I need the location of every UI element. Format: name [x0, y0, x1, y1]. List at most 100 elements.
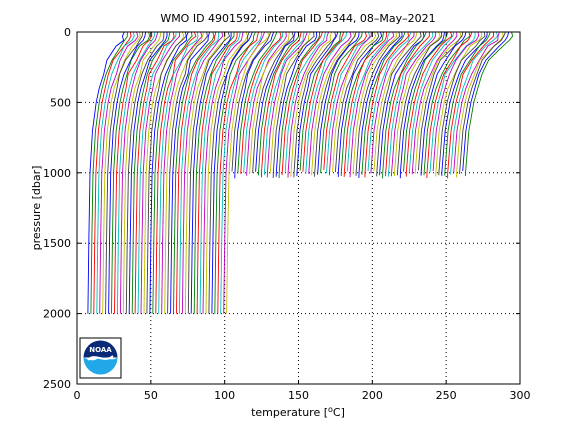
- logo-text: NOAA: [89, 346, 112, 354]
- temperature-profile-line: [290, 31, 333, 177]
- temperature-profile-line: [429, 31, 476, 173]
- temperature-profile-line: [314, 31, 357, 177]
- temperature-profile-line: [111, 31, 150, 314]
- temperature-profile-line: [435, 31, 483, 177]
- temperature-profile-line: [399, 31, 445, 179]
- temperature-profile-line: [226, 31, 270, 314]
- y-tick-label: 1500: [43, 237, 71, 250]
- x-tick-label: 150: [288, 389, 309, 402]
- x-tick-label: 50: [144, 389, 158, 402]
- temperature-profile-line: [193, 31, 235, 314]
- temperature-profile-line: [426, 31, 473, 179]
- temperature-profile-line: [190, 31, 232, 314]
- temperature-profile-line: [220, 31, 262, 314]
- temperature-profile-line: [96, 31, 135, 314]
- temperature-profile-line: [131, 31, 171, 314]
- x-axis-label-superscript: o: [328, 405, 333, 414]
- temperature-profile-line: [281, 31, 323, 176]
- temperature-profile-line: [122, 31, 162, 314]
- temperature-profile-line: [453, 31, 500, 174]
- temperature-profile-line: [420, 31, 467, 176]
- x-tick-label: 300: [510, 389, 531, 402]
- temperature-profile-line: [178, 31, 220, 314]
- temperature-profile-line: [305, 31, 348, 174]
- temperature-profile-line: [456, 31, 504, 178]
- temperature-profile-line: [87, 31, 125, 314]
- temperature-profile-line: [237, 31, 278, 174]
- temperature-profile-line: [152, 31, 193, 314]
- temperature-profile-line: [287, 31, 330, 178]
- temperature-profile-line: [176, 31, 217, 314]
- temperature-profile-line: [108, 31, 147, 314]
- temperature-profile-line: [167, 31, 208, 314]
- temperature-profile-line: [119, 31, 159, 314]
- temperature-profile-line: [252, 31, 294, 173]
- temperature-profile-line: [164, 31, 205, 314]
- logo-gull-icon: [87, 355, 114, 361]
- temperature-profile-line: [432, 31, 479, 172]
- temperature-profile-line: [231, 31, 272, 172]
- temperature-profile-line: [450, 31, 499, 175]
- temperature-profile-line: [143, 31, 185, 314]
- temperature-profile-line: [278, 31, 321, 179]
- temperature-profile-line: [181, 31, 224, 314]
- temperature-profile-line: [337, 31, 383, 177]
- temperature-profile-line: [334, 31, 380, 173]
- temperature-profile-line: [405, 31, 453, 177]
- grid-lines: [77, 32, 520, 384]
- temperature-profile-line: [462, 31, 510, 172]
- temperature-profile-line: [269, 31, 311, 174]
- plot-area: 0 50 100 150 200 250 300 0 500 1000 1500 2000 2500: [43, 26, 531, 402]
- logo-sea: [83, 357, 118, 375]
- temperature-profile-line: [317, 31, 360, 175]
- temperature-profile-line: [90, 31, 128, 314]
- temperature-profile-line: [296, 31, 339, 177]
- x-axis-label-text: temperature [: [251, 406, 328, 419]
- temperature-profile-line: [258, 31, 300, 176]
- temperature-profile-line: [403, 31, 449, 172]
- temperature-profile-line: [346, 31, 391, 172]
- temperature-profile-line: [376, 31, 422, 177]
- temperature-profile-line: [184, 31, 226, 314]
- temperature-profile-line: [217, 31, 259, 314]
- temperature-profile-line: [417, 31, 464, 171]
- temperature-profile-line: [263, 31, 305, 175]
- temperature-profile-line: [211, 31, 253, 314]
- temperature-profile-line: [284, 31, 327, 173]
- x-tick-label: 100: [214, 389, 235, 402]
- temperature-profile-line: [249, 31, 290, 174]
- temperature-profile-line: [441, 31, 488, 176]
- temperature-profile-line: [240, 31, 282, 174]
- temperature-profile-line: [134, 31, 175, 314]
- temperature-profile-line: [408, 31, 455, 173]
- temperature-profile-line: [114, 32, 153, 314]
- x-axis-ticks: 0 50 100 150 200 250 300: [74, 32, 531, 402]
- temperature-profile-line: [187, 31, 231, 314]
- temperature-profile-line: [266, 31, 308, 178]
- temperature-profile-line: [149, 31, 189, 314]
- temperature-profile-line: [444, 31, 491, 176]
- temperature-profile-line: [320, 31, 363, 173]
- temperature-profile-line: [243, 31, 284, 173]
- temperature-profile-line: [438, 31, 486, 176]
- temperature-profile-line: [125, 31, 165, 314]
- temperature-profile-line: [155, 31, 197, 314]
- temperature-profile-line: [385, 31, 430, 177]
- temperature-profile-line: [355, 31, 401, 176]
- temperature-profile-line: [260, 31, 302, 178]
- y-tick-label: 500: [50, 96, 71, 109]
- temperature-profile-line: [102, 31, 141, 314]
- temperature-profile-line: [391, 32, 436, 177]
- temperature-profile-line: [299, 31, 342, 171]
- temperature-profile-line: [411, 31, 458, 175]
- temperature-profile-line: [140, 31, 181, 314]
- temperature-profile-line: [328, 31, 372, 176]
- temperature-profile-line: [202, 31, 244, 314]
- temperature-profile-line: [93, 31, 132, 314]
- temperature-profile-line: [364, 31, 409, 178]
- temperature-profile-line: [146, 31, 187, 314]
- temperature-profile-line: [367, 31, 412, 172]
- temperature-profile-line: [447, 31, 494, 179]
- temperature-profile-line: [323, 31, 367, 171]
- temperature-profile-line: [158, 31, 199, 314]
